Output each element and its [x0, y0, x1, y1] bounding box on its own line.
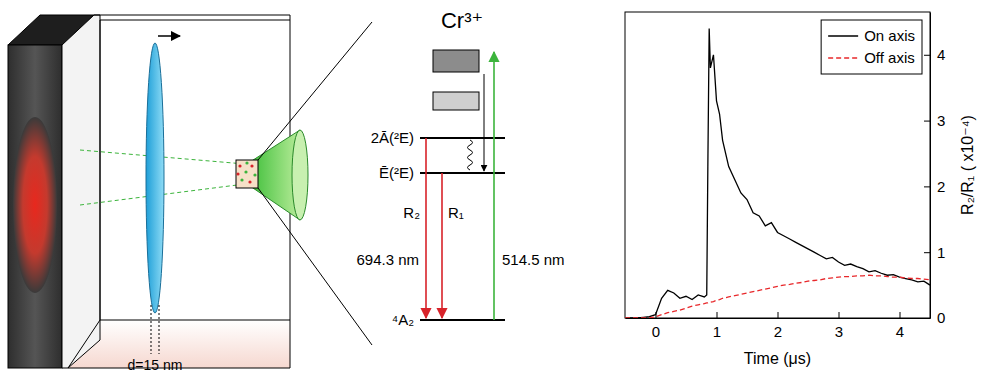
particle: [248, 180, 251, 183]
x-axis-title: Time (μs): [744, 350, 811, 367]
x-tick: 0: [652, 312, 660, 340]
thickness-label: d=15 nm: [128, 357, 183, 373]
y-tick-mark: [924, 186, 930, 187]
x-tick-label: 2: [774, 323, 782, 340]
x-tick-label: 0: [652, 323, 660, 340]
x-tick: 2: [774, 312, 782, 340]
level-label: Ē(²E): [379, 164, 414, 181]
level: [420, 319, 505, 321]
level-label: ⁴A₂: [392, 311, 414, 328]
box-edge: [100, 20, 101, 320]
slab-side: [62, 15, 100, 368]
box-edge: [68, 320, 100, 368]
focal-volume: [236, 160, 258, 188]
red-spot: [13, 117, 57, 293]
y-tick: 3: [924, 112, 945, 129]
legend-box: [821, 20, 922, 74]
box-edge: [94, 15, 290, 16]
slab-face: [8, 45, 62, 368]
schematic: d=15 nm: [8, 15, 372, 373]
y-tick: 1: [924, 243, 945, 260]
y-tick-mark: [924, 55, 930, 56]
chart: 0 1 2 3 4 0 1 2 3 4 Time (μs) R₂/R₁ ( x10⁻⁴) On axis…: [625, 12, 976, 367]
y-axis-line: [930, 13, 931, 319]
wavelength-label: 514.5 nm: [502, 251, 565, 268]
particle: [245, 161, 248, 164]
x-axis-line: [626, 318, 931, 319]
r1-arrow: [441, 173, 443, 318]
zoom-line: [258, 188, 372, 345]
wavelength-label: 694.3 nm: [356, 251, 419, 268]
particle: [238, 164, 241, 167]
level-diagram: Cr³⁺ 2Ā(²E) Ē(²E) ⁴A₂ R₂ R₁ 694.3 nm 514.5 nm: [356, 8, 564, 328]
cone-end: [292, 130, 308, 220]
r2-arrow: [425, 138, 427, 318]
x-tick-mark: [717, 312, 718, 318]
legend-label: On axis: [864, 27, 915, 44]
y-tick: 2: [924, 178, 945, 195]
x-tick-label: 4: [896, 323, 904, 340]
particle: [250, 164, 253, 167]
x-tick: 1: [713, 312, 721, 340]
zoom-line: [258, 22, 372, 160]
x-tick-label: 1: [713, 323, 721, 340]
relaxation: [468, 140, 473, 170]
series-line: [625, 275, 930, 318]
y-tick-label: 2: [937, 178, 945, 195]
line-label: R₂: [403, 204, 420, 221]
x-tick-mark: [656, 312, 657, 318]
disc: [146, 43, 164, 313]
x-tick-mark: [839, 312, 840, 318]
level: [420, 137, 505, 139]
legend-swatch: [828, 35, 858, 37]
x-tick: 4: [896, 312, 904, 340]
y-tick-label: 1: [937, 243, 945, 260]
y-tick-mark: [924, 252, 930, 253]
y-axis-title: R₂/R₁ ( x10⁻⁴): [959, 115, 976, 215]
band-lower: [433, 92, 479, 110]
y-axis: 0 1 2 3 4: [924, 13, 945, 327]
figure: d=15 nm Cr³⁺ 2Ā(²E) Ē(²E) ⁴A₂ R₂ R₁ 694.3 nm 514…: [0, 0, 985, 379]
excitation-arrow: [493, 52, 495, 320]
y-tick-mark: [924, 121, 930, 122]
level: [420, 172, 505, 174]
motion-arrow: [158, 35, 180, 37]
legend-label: Off axis: [864, 49, 915, 66]
band-upper: [433, 50, 479, 72]
nonradiative-arrow: [484, 74, 485, 171]
level-label: 2Ā(²E): [371, 129, 414, 146]
thickness-mark: [151, 305, 152, 354]
x-axis: 0 1 2 3 4: [626, 312, 931, 340]
y-tick-label: 0: [937, 309, 945, 326]
y-tick-label: 4: [937, 46, 945, 63]
y-tick: 0: [924, 309, 945, 326]
particle: [240, 178, 243, 181]
y-tick: 4: [924, 46, 945, 63]
particle: [236, 172, 239, 175]
particle: [253, 173, 256, 176]
thickness-mark: [159, 305, 160, 354]
plot-frame: [625, 12, 930, 318]
x-tick-label: 3: [835, 323, 843, 340]
line-label: R₁: [448, 204, 464, 221]
y-tick-label: 3: [937, 112, 945, 129]
legend: On axis Off axis: [821, 20, 922, 74]
x-tick: 3: [835, 312, 843, 340]
box-edge: [100, 320, 290, 321]
y-tick-mark: [924, 318, 930, 319]
x-tick-mark: [778, 312, 779, 318]
ion-label: Cr³⁺: [441, 8, 483, 33]
box-edge: [100, 20, 290, 21]
x-tick-mark: [900, 312, 901, 318]
particle: [244, 170, 247, 173]
legend-swatch: [828, 57, 858, 59]
